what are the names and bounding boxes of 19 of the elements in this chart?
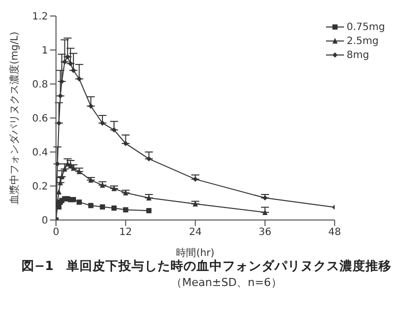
y-tick-label: 1.2 [32,12,48,23]
legend-label: 8mg [346,50,370,60]
y-tick-label: 0.6 [32,114,48,125]
x-tick-label: 0 [52,227,60,238]
y-tick-label: 0 [42,216,48,227]
legend-label: 2.5mg [346,36,379,46]
legend-label: 0.75mg [346,22,385,32]
x-tick-label: 36 [258,227,272,238]
y-tick-label: 0.2 [32,182,48,193]
x-tick-label: 48 [328,227,342,238]
y-axis-title: 血漿中フォンダパリヌクス濃度(mg/L) [8,31,21,204]
y-tick-label: 0.8 [32,80,48,91]
text: （Mean±SD、n=6） [170,275,283,290]
x-tick-label: 12 [119,227,132,238]
y-tick-label: 1 [42,46,48,57]
text: 図−1 単回皮下投与した時の血中フォンダパリヌクス濃度推移 [20,258,393,275]
x-tick-label: 24 [188,227,202,238]
x-axis-title: 時間(hr) [176,247,215,259]
y-tick-label: 0.4 [32,148,48,159]
